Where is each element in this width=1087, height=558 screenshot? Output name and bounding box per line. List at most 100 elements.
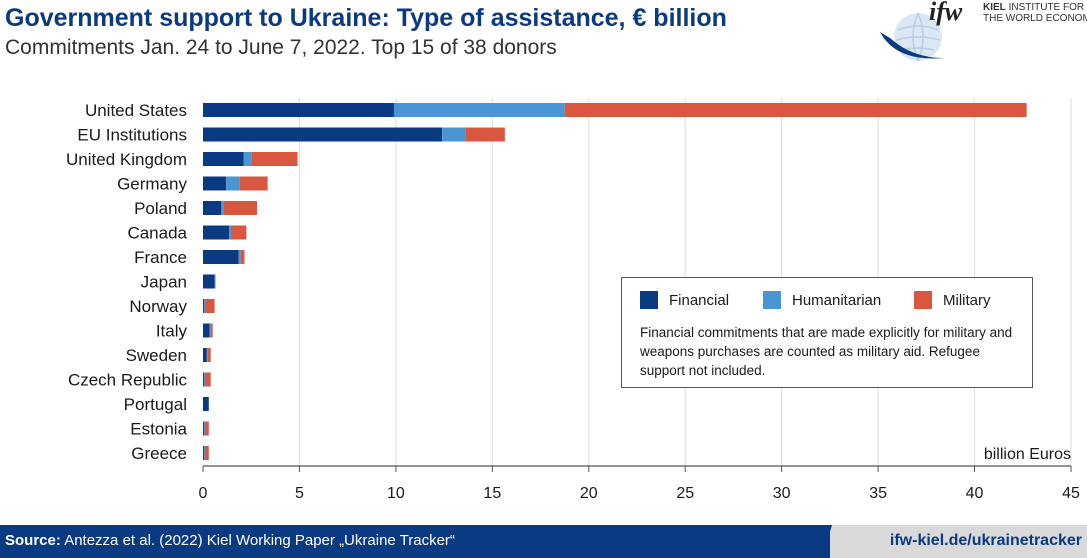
category-label-canada: Canada — [127, 224, 187, 243]
category-label-czech-republic: Czech Republic — [68, 371, 188, 390]
category-label-norway: Norway — [129, 297, 187, 316]
bar-poland-humanitarian — [221, 201, 224, 215]
x-axis: 0 5 10 15 20 25 30 35 40 45 — [199, 465, 1080, 502]
bar-sweden-military — [207, 348, 211, 362]
bar-estonia-humanitarian — [203, 421, 205, 436]
bar-poland-financial — [203, 201, 222, 215]
footer: Source: Antezza et al. (2022) Kiel Worki… — [0, 525, 1087, 558]
x-tick-label-25: 25 — [676, 485, 694, 502]
footer-divider — [822, 525, 832, 558]
category-label-japan: Japan — [141, 273, 187, 292]
legend-label-financial: Financial — [669, 291, 730, 309]
x-tick-label-35: 35 — [869, 485, 887, 502]
chart-subtitle: Commitments Jan. 24 to June 7, 2022. Top… — [5, 36, 557, 59]
ifw-logo: ifw KIEL INSTITUTE FOR THE WORLD ECONOMY — [876, 0, 1087, 72]
legend-item-humanitarian: Humanitarian — [763, 291, 881, 309]
tracker-link[interactable]: ifw-kiel.de/ukrainetracker — [889, 532, 1082, 549]
bar-norway-humanitarian — [203, 299, 205, 313]
category-label-eu-institutions: EU Institutions — [77, 126, 187, 145]
bar-canada-financial — [203, 225, 230, 240]
x-tick-label-40: 40 — [966, 485, 984, 502]
legend-note: Financial commitments that are made expl… — [640, 325, 1013, 378]
bar-italy-financial — [203, 323, 210, 338]
source-text: Source: Antezza et al. (2022) Kiel Worki… — [5, 532, 455, 549]
bars — [203, 103, 1027, 460]
category-label-united-states: United States — [85, 101, 187, 120]
bar-greece-military — [204, 446, 209, 460]
x-tick-label-5: 5 — [295, 485, 304, 502]
bar-czech-republic-military — [204, 372, 211, 387]
bar-czech-republic-humanitarian — [203, 372, 205, 387]
bar-czech-republic-financial — [203, 372, 204, 387]
category-label-poland: Poland — [134, 199, 187, 218]
logo-mark: ifw — [929, 0, 963, 26]
bar-united-states-humanitarian — [393, 103, 565, 117]
legend-swatch-humanitarian — [763, 291, 781, 309]
legend-swatch-financial — [640, 291, 658, 309]
category-label-germany: Germany — [117, 175, 187, 194]
source-citation: Antezza et al. (2022) Kiel Working Paper… — [64, 532, 455, 549]
bar-poland-military — [223, 201, 258, 215]
bar-germany-humanitarian — [226, 176, 240, 191]
bar-portugal-financial — [203, 397, 209, 411]
category-label-italy: Italy — [156, 322, 188, 341]
x-tick-label-15: 15 — [483, 485, 501, 502]
bar-france-financial — [203, 250, 239, 264]
bar-united-kingdom-military — [251, 152, 298, 166]
globe-icon — [880, 12, 944, 62]
source-label: Source: — [5, 532, 61, 549]
x-tick-label-0: 0 — [199, 485, 208, 502]
category-label-france: France — [134, 248, 187, 267]
bar-norway-military — [204, 299, 215, 313]
bar-united-kingdom-financial — [203, 152, 244, 166]
chart-title: Government support to Ukraine: Type of a… — [5, 4, 727, 32]
bar-germany-financial — [203, 176, 227, 191]
logo-org-name: KIEL INSTITUTE FOR THE WORLD ECONOMY — [983, 2, 1087, 24]
x-tick-label-20: 20 — [580, 485, 598, 502]
bar-eu-institutions-military — [465, 127, 505, 142]
bar-france-military — [240, 250, 245, 264]
logo-org-line1: INSTITUTE FOR — [1008, 2, 1085, 13]
category-label-greece: Greece — [131, 444, 187, 463]
bar-canada-humanitarian — [229, 225, 231, 240]
bar-italy-humanitarian — [209, 323, 211, 338]
category-label-portugal: Portugal — [124, 395, 187, 414]
bar-japan-humanitarian — [214, 274, 216, 289]
bar-chart: United States EU Institutions United Kingd… — [66, 98, 1080, 502]
bar-united-states-military — [564, 103, 1027, 117]
bar-united-states-financial — [203, 103, 394, 117]
category-label-united-kingdom: United Kingdom — [66, 150, 187, 169]
bar-germany-military — [239, 176, 268, 191]
footer-source-band — [0, 525, 830, 558]
bar-italy-military — [210, 323, 213, 338]
bar-greece-humanitarian — [203, 446, 205, 460]
bar-united-kingdom-humanitarian — [243, 152, 252, 166]
legend-item-military: Military — [914, 291, 991, 309]
x-axis-label: billion Euros — [984, 446, 1071, 463]
legend-label-humanitarian: Humanitarian — [792, 291, 882, 309]
category-label-sweden: Sweden — [126, 346, 187, 365]
bar-eu-institutions-financial — [203, 127, 443, 142]
bar-greece-financial — [203, 446, 204, 460]
category-labels: United States EU Institutions United Kingd… — [66, 101, 188, 463]
bar-estonia-military — [204, 421, 209, 436]
legend: Financial Humanitarian Military Financia… — [621, 277, 1033, 388]
logo-kiel: KIEL — [983, 2, 1006, 13]
logo-org-line2: THE WORLD ECONOMY — [983, 13, 1087, 24]
bar-japan-financial — [203, 274, 215, 289]
x-tick-label-45: 45 — [1062, 485, 1080, 502]
bar-eu-institutions-humanitarian — [442, 127, 466, 142]
bar-canada-military — [230, 225, 247, 240]
bar-france-humanitarian — [238, 250, 241, 264]
legend-item-financial: Financial — [640, 291, 729, 309]
legend-label-military: Military — [943, 291, 991, 309]
bar-sweden-humanitarian — [206, 348, 208, 362]
bar-norway-financial — [203, 299, 204, 313]
footer-url-band — [830, 525, 1087, 558]
x-tick-label-30: 30 — [773, 485, 791, 502]
category-label-estonia: Estonia — [130, 420, 187, 439]
bar-estonia-financial — [203, 421, 204, 436]
legend-swatch-military — [914, 291, 932, 309]
x-tick-label-10: 10 — [387, 485, 405, 502]
bar-sweden-financial — [203, 348, 207, 362]
